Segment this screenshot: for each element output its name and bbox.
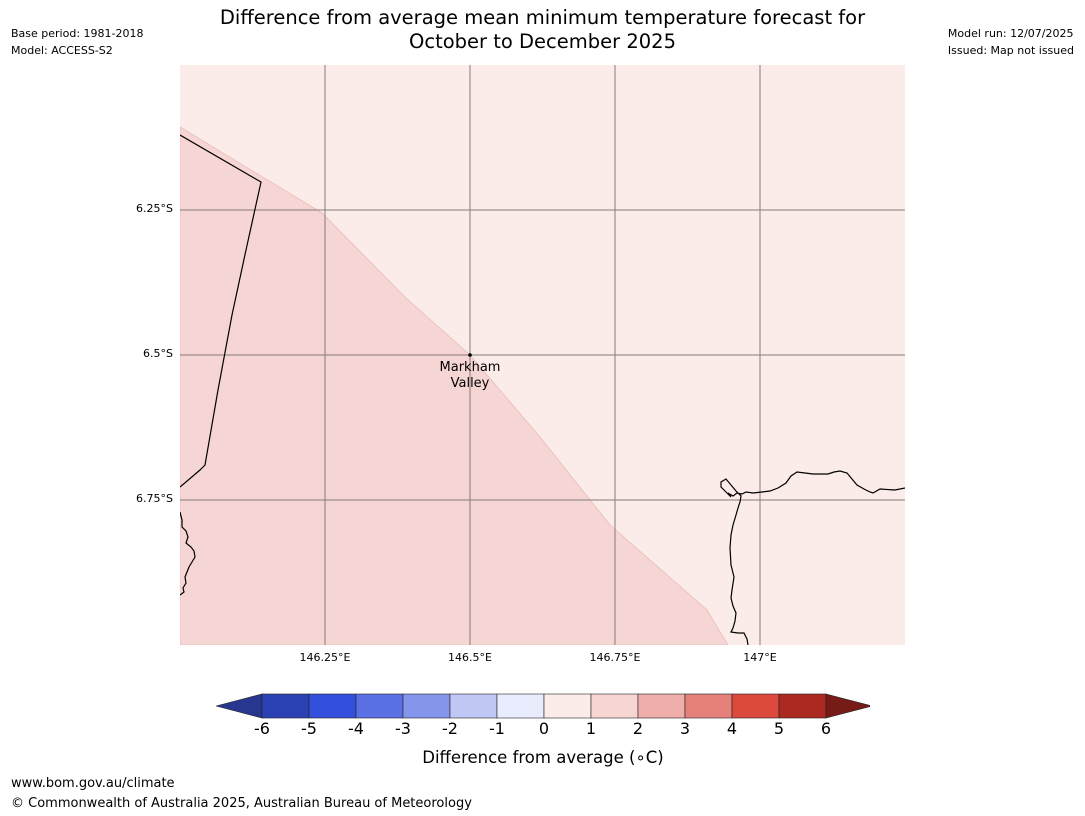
colorbar-tick-label: 6 [820, 719, 832, 738]
coastlines [180, 134, 905, 645]
colorbar-extend-low [216, 693, 263, 719]
colorbar-extend-high [825, 693, 870, 719]
colorbar-tick-label: -6 [254, 719, 270, 738]
forecast-band-1-to-2 [180, 126, 729, 645]
colorbar-tick-label: 3 [679, 719, 691, 738]
colorbar [216, 693, 870, 719]
province-border [180, 134, 262, 488]
colorbar-swatch [637, 693, 686, 719]
model-text: Model: ACCESS-S2 [11, 44, 113, 57]
east-coastline [720, 470, 905, 645]
lon-label-146-5: 146.5°E [448, 651, 492, 664]
place-label-line-1: Markham [439, 360, 501, 375]
lon-label-146-25: 146.25°E [299, 651, 351, 664]
colorbar-tick-label: -2 [442, 719, 458, 738]
gridlines [180, 65, 905, 645]
colorbar-swatch [496, 693, 545, 719]
colorbar-swatch [684, 693, 733, 719]
lon-label-146-75: 146.75°E [589, 651, 641, 664]
colorbar-tick-label: -3 [395, 719, 411, 738]
lat-label-6-25: 6.25°S [136, 202, 173, 215]
colorbar-swatch [543, 693, 592, 719]
place-label-line-2: Valley [450, 376, 490, 391]
base-period-info: Base period: 1981-2018 Model: ACCESS-S2 [11, 25, 143, 59]
west-coastline [180, 511, 196, 596]
colorbar-tick-label: 0 [538, 719, 550, 738]
colorbar-swatch [402, 693, 451, 719]
colorbar-swatch [449, 693, 498, 719]
model-run-text: Model run: 12/07/2025 [947, 27, 1074, 40]
colorbar-swatch [261, 693, 310, 719]
base-period-text: Base period: 1981-2018 [11, 27, 144, 40]
model-run-info: Model run: 12/07/2025 Issued: Map not is… [948, 25, 1074, 59]
lat-label-6-5: 6.5°S [143, 347, 173, 360]
colorbar-tick-label: 1 [585, 719, 597, 738]
colorbar-swatch [355, 693, 404, 719]
markham-valley-marker [468, 353, 472, 357]
colorbar-swatch [731, 693, 780, 719]
lat-label-6-75: 6.75°S [136, 492, 173, 505]
colorbar-tick-label: 4 [726, 719, 738, 738]
colorbar-tick-label: 2 [632, 719, 644, 738]
colorbar-tick-label: -1 [489, 719, 505, 738]
colorbar-tick-label: 5 [773, 719, 785, 738]
footer-copyright: © Commonwealth of Australia 2025, Austra… [11, 796, 472, 811]
map-title: Difference from average mean minimum tem… [180, 6, 905, 54]
colorbar-tick-label: -4 [348, 719, 364, 738]
colorbar-label: Difference from average (∘C) [422, 748, 664, 767]
map-title-line-2: October to December 2025 [409, 30, 676, 53]
footer-url[interactable]: www.bom.gov.au/climate [11, 776, 175, 791]
map-title-line-1: Difference from average mean minimum tem… [219, 6, 866, 29]
colorbar-swatch [778, 693, 827, 719]
issued-text: Issued: Map not issued [947, 44, 1074, 57]
forecast-map [180, 65, 905, 645]
colorbar-swatch [590, 693, 639, 719]
colorbar-swatch [308, 693, 357, 719]
colorbar-tick-label: -5 [301, 719, 317, 738]
place-label-markham-valley: Markham Valley [440, 360, 501, 392]
lon-label-147: 147°E [743, 651, 777, 664]
